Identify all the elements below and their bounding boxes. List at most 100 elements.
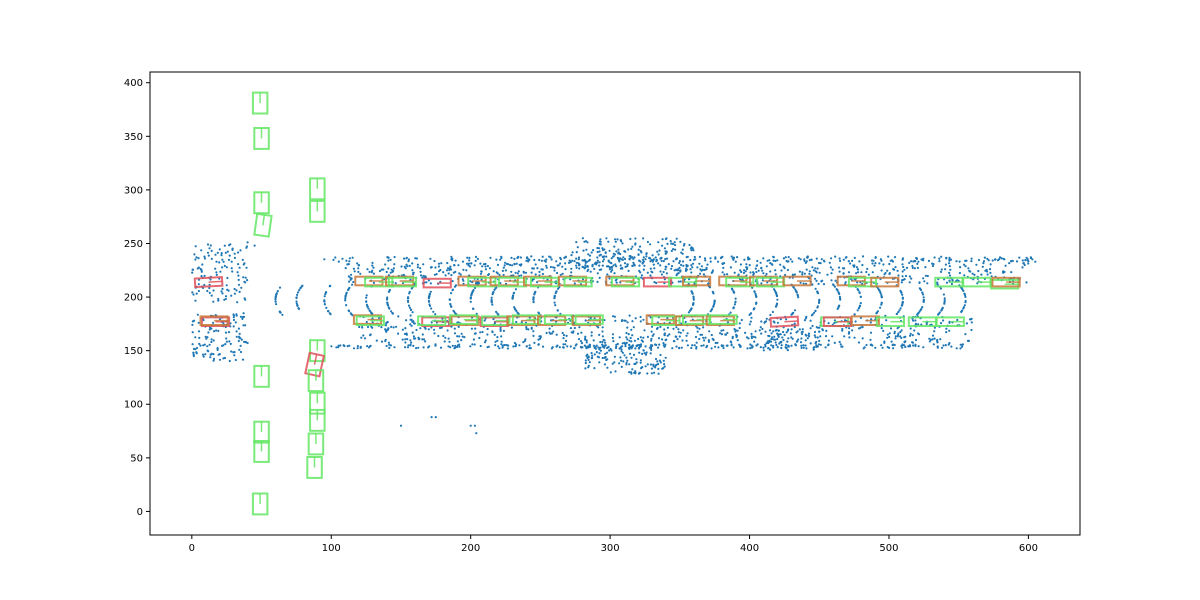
lidar-point [821,329,825,332]
lidar-point [550,347,554,350]
lidar-point [588,254,592,257]
lidar-point [948,271,951,274]
lidar-point [230,260,233,263]
lidar-point [706,344,709,347]
lidar-point [921,293,925,296]
lidar-point [681,260,685,263]
lidar-point [406,346,410,349]
lidar-point [540,259,544,262]
green-bounding-box [725,276,755,288]
lidar-point [661,367,664,370]
lidar-point [603,255,606,258]
lidar-point [899,330,902,334]
lidar-point [553,301,556,304]
lidar-point [626,326,629,329]
lidar-point [218,358,222,361]
lidar-point [235,330,238,333]
lidar-point [878,262,881,265]
lidar-point [780,346,783,350]
lidar-point [816,336,819,339]
lidar-point [613,272,616,275]
lidar-point [506,347,509,350]
lidar-point [486,346,489,349]
lidar-point [454,259,457,262]
lidar-point [352,347,356,350]
lidar-point [766,281,769,284]
lidar-point [790,344,793,347]
lidar-point [904,274,908,278]
lidar-point [777,333,781,336]
lidar-point [295,300,298,303]
lidar-point [881,346,884,349]
lidar-point [904,345,907,349]
lidar-point [510,326,513,329]
lidar-point [1003,258,1006,261]
lidar-point [790,336,793,339]
lidar-point [785,343,788,346]
lidar-point [481,330,484,334]
lidar-point [882,329,885,332]
lidar-point [223,264,226,267]
lidar-point [912,319,915,322]
lidar-point [451,344,454,347]
lidar-point [663,345,666,348]
x-tick-label: 400 [740,543,759,554]
lidar-point [848,331,851,334]
lidar-point [807,332,811,335]
lidar-point [709,260,712,263]
lidar-point [276,290,279,293]
lidar-point [830,257,833,260]
lidar-point [621,342,624,345]
lidar-point [962,306,966,309]
lidar-point [921,306,924,309]
lidar-point [803,259,806,262]
lidar-point [894,335,897,338]
lidar-point [740,318,743,322]
orange-bounding-box [537,315,567,326]
lidar-point [199,344,202,347]
lidar-point [433,332,436,335]
lidar-point [644,345,647,348]
lidar-point [779,263,782,266]
lidar-point [193,253,196,256]
lidar-point [590,331,593,334]
lidar-point [631,320,634,323]
lidar-point [780,269,783,272]
lidar-point [650,325,654,328]
lidar-point [430,321,433,324]
lidar-point [981,265,984,268]
lidar-point [191,271,194,274]
lidar-point [824,335,828,338]
lidar-point [870,318,873,321]
lidar-point [692,298,695,301]
lidar-point [591,265,594,268]
lidar-point [696,330,699,333]
lidar-point [754,330,757,333]
lidar-point [395,325,398,328]
lidar-point [630,247,633,250]
lidar-point [945,281,949,284]
y-tick-label: 50 [130,453,143,464]
lidar-point [948,256,951,259]
lidar-point [591,354,594,357]
lidar-point [240,338,243,341]
lidar-point [614,319,617,322]
green-bounding-box [651,315,681,326]
lidar-point [202,319,205,322]
lidar-point [689,268,692,271]
lidar-point [206,345,209,348]
lidar-point [631,264,634,267]
lidar-point [510,270,513,273]
lidar-point [253,244,256,247]
lidar-point [865,343,868,347]
lidar-point [475,432,478,435]
lidar-point [613,315,617,318]
lidar-point [920,258,923,261]
lidar-point [663,365,666,368]
lidar-point [820,280,823,283]
lidar-point [208,291,211,294]
lidar-point [615,265,618,268]
lidar-point [817,343,821,346]
lidar-point [915,257,918,260]
lidar-point [235,289,238,292]
